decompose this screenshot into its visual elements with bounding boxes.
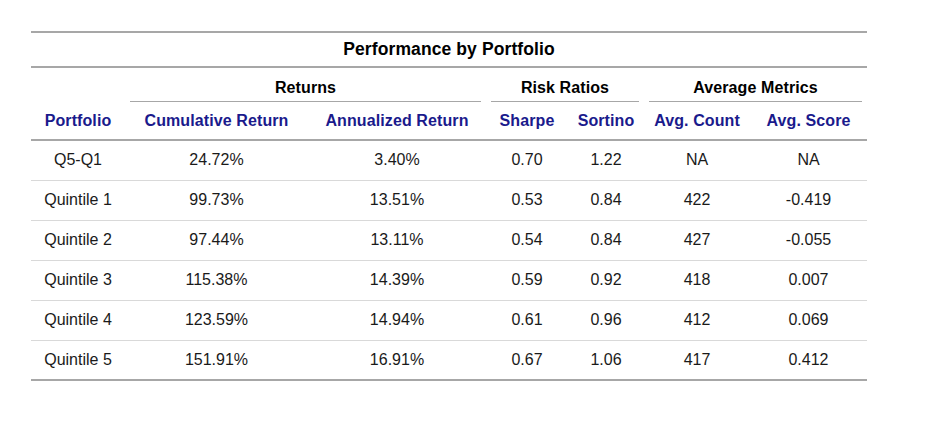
- table-cell: 0.96: [568, 300, 644, 340]
- column-header-sortino: Sortino: [568, 102, 644, 140]
- table-cell: 0.53: [486, 180, 568, 220]
- table-cell: -0.419: [750, 180, 867, 220]
- table-cell: 0.412: [750, 340, 867, 380]
- table-cell: NA: [750, 140, 867, 180]
- table-cell: 13.11%: [308, 220, 486, 260]
- table-cell: 115.38%: [125, 260, 308, 300]
- table-cell: 0.61: [486, 300, 568, 340]
- table-row: Quintile 5 151.91% 16.91% 0.67 1.06 417 …: [31, 340, 867, 380]
- column-header-avg-count: Avg. Count: [644, 102, 750, 140]
- spanner-average-metrics: Average Metrics: [644, 68, 867, 102]
- table-cell: 412: [644, 300, 750, 340]
- table-cell: 3.40%: [308, 140, 486, 180]
- table-cell: 0.67: [486, 340, 568, 380]
- table-cell: 13.51%: [308, 180, 486, 220]
- spanner-label-returns: Returns: [275, 79, 336, 96]
- table-cell: 97.44%: [125, 220, 308, 260]
- spanner-label-risk-ratios: Risk Ratios: [521, 79, 609, 96]
- column-header-sharpe: Sharpe: [486, 102, 568, 140]
- row-label-cell: Quintile 5: [31, 340, 125, 380]
- table-cell: 24.72%: [125, 140, 308, 180]
- column-header-portfolio: Portfolio: [31, 102, 125, 140]
- table-cell: 0.84: [568, 220, 644, 260]
- row-label-cell: Quintile 3: [31, 260, 125, 300]
- column-header-row: Portfolio Cumulative Return Annualized R…: [31, 102, 867, 140]
- table-cell: 0.84: [568, 180, 644, 220]
- table-cell: 0.069: [750, 300, 867, 340]
- table-cell: 1.22: [568, 140, 644, 180]
- table-cell: -0.055: [750, 220, 867, 260]
- table-cell: 427: [644, 220, 750, 260]
- row-label-cell: Quintile 1: [31, 180, 125, 220]
- table-row: Quintile 1 99.73% 13.51% 0.53 0.84 422 -…: [31, 180, 867, 220]
- table-cell: 151.91%: [125, 340, 308, 380]
- table-cell: NA: [644, 140, 750, 180]
- table-cell: 14.39%: [308, 260, 486, 300]
- table-row: Quintile 3 115.38% 14.39% 0.59 0.92 418 …: [31, 260, 867, 300]
- table-row: Q5-Q1 24.72% 3.40% 0.70 1.22 NA NA: [31, 140, 867, 180]
- row-label-cell: Quintile 4: [31, 300, 125, 340]
- column-header-avg-score: Avg. Score: [750, 102, 867, 140]
- table-cell: 16.91%: [308, 340, 486, 380]
- performance-table-container: Performance by Portfolio Returns: [31, 31, 867, 381]
- table-title: Performance by Portfolio: [31, 31, 867, 68]
- spanner-row: Returns Risk Ratios Average Metrics: [31, 68, 867, 102]
- table-row: Quintile 4 123.59% 14.94% 0.61 0.96 412 …: [31, 300, 867, 340]
- table-cell: 123.59%: [125, 300, 308, 340]
- table-row: Quintile 2 97.44% 13.11% 0.54 0.84 427 -…: [31, 220, 867, 260]
- spanner-empty: [31, 68, 125, 102]
- table-cell: 99.73%: [125, 180, 308, 220]
- table-figure: Performance by Portfolio Returns: [0, 0, 926, 428]
- performance-table: Returns Risk Ratios Average Metrics: [31, 68, 867, 381]
- row-label-cell: Quintile 2: [31, 220, 125, 260]
- spanner-returns: Returns: [125, 68, 486, 102]
- table-cell: 0.92: [568, 260, 644, 300]
- column-header-cumulative-return: Cumulative Return: [125, 102, 308, 140]
- table-cell: 0.59: [486, 260, 568, 300]
- table-cell: 0.70: [486, 140, 568, 180]
- table-cell: 418: [644, 260, 750, 300]
- table-cell: 1.06: [568, 340, 644, 380]
- column-header-annualized-return: Annualized Return: [308, 102, 486, 140]
- spanner-label-average-metrics: Average Metrics: [693, 79, 818, 96]
- table-cell: 14.94%: [308, 300, 486, 340]
- spanner-risk-ratios: Risk Ratios: [486, 68, 644, 102]
- table-cell: 422: [644, 180, 750, 220]
- table-cell: 417: [644, 340, 750, 380]
- table-cell: 0.007: [750, 260, 867, 300]
- row-label-cell: Q5-Q1: [31, 140, 125, 180]
- table-cell: 0.54: [486, 220, 568, 260]
